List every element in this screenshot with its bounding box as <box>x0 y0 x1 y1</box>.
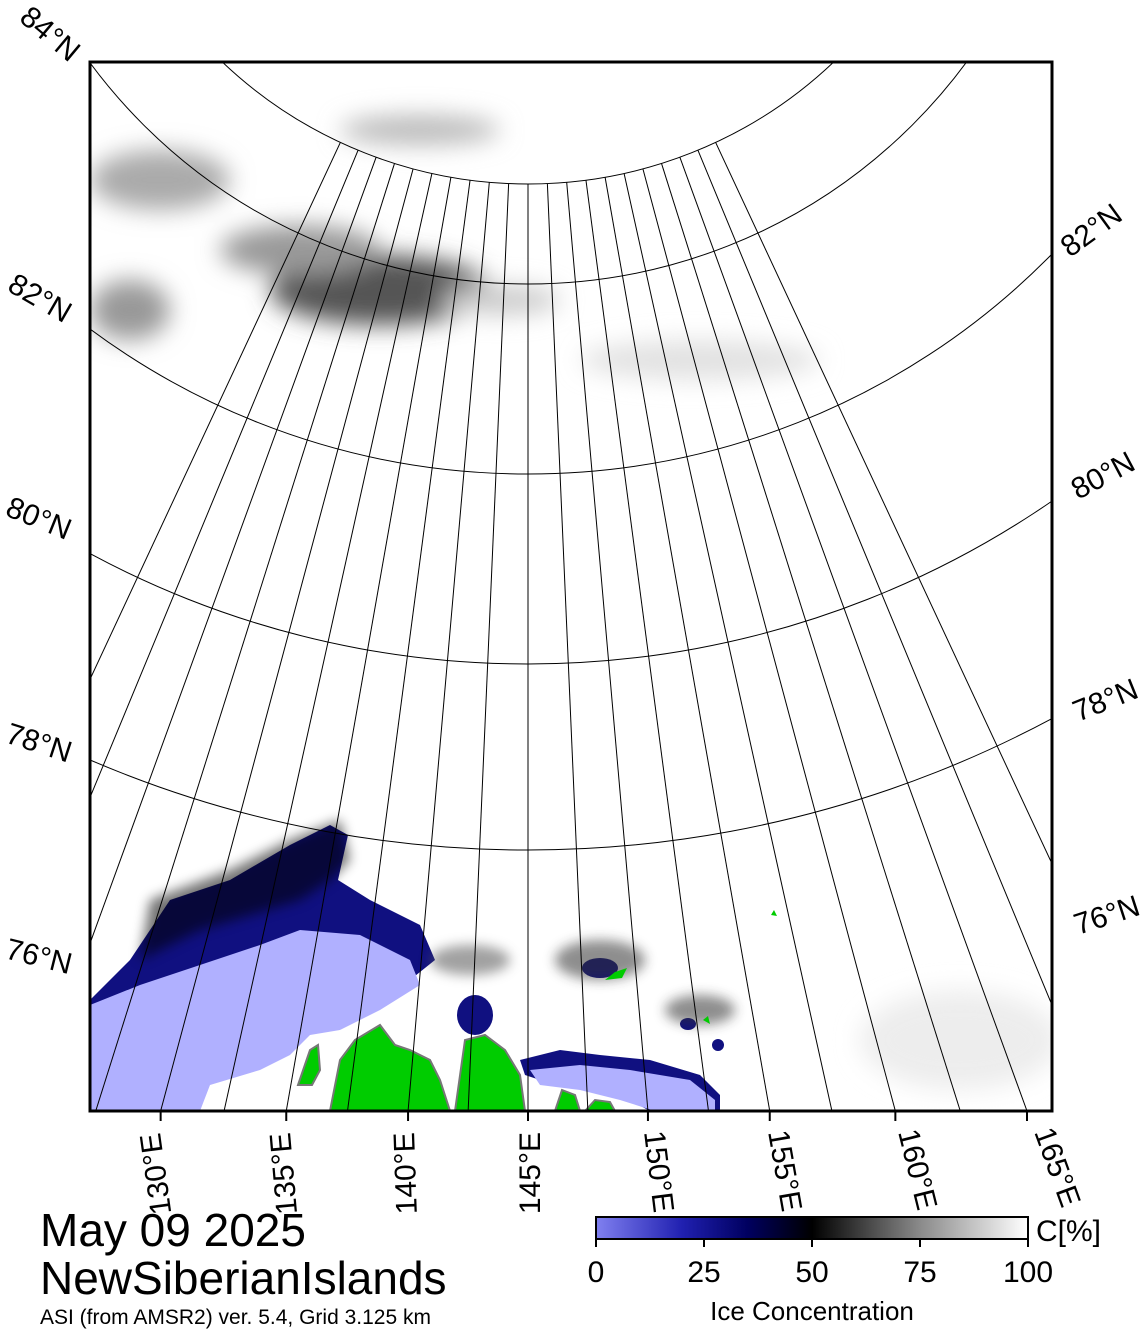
lat-label-78n-right: 78°N <box>1068 673 1143 729</box>
meridian-line <box>223 173 433 1111</box>
colorbar-tick-75: 75 <box>903 1256 936 1289</box>
source-label: ASI (from AMSR2) ver. 5.4, Grid 3.125 km <box>40 1306 431 1329</box>
lon-label-135e: 135°E <box>264 1131 304 1216</box>
colorbar-tick-25: 25 <box>687 1256 720 1289</box>
lon-label-145e: 145°E <box>514 1132 547 1214</box>
lon-labels: 130°E 135°E 140°E 145°E 150°E 155°E 160°… <box>134 1123 1086 1217</box>
meridian-line <box>90 142 341 681</box>
lat-label-76n-left: 76°N <box>2 933 75 981</box>
meridian-line <box>715 142 1052 865</box>
colorbar: 0 25 50 75 100 C[%] Ice Concentration <box>588 1215 1101 1326</box>
meridian-line <box>95 163 395 1111</box>
meridian-line <box>679 157 1028 1111</box>
lon-label-155e: 155°E <box>761 1127 808 1214</box>
lat-label-80n-left: 80°N <box>1 491 76 547</box>
colorbar-tick-100: 100 <box>1003 1256 1053 1289</box>
meridian-line <box>90 150 359 799</box>
lat-label-84n-left: 84°N <box>14 0 87 68</box>
lat-labels-right: 82°N 80°N 78°N 76°N <box>1055 198 1143 942</box>
region-label: NewSiberianIslands <box>40 1252 447 1304</box>
meridian-line <box>285 177 452 1111</box>
meridian-line <box>407 182 490 1111</box>
frame-ticks <box>159 1111 1029 1121</box>
lon-label-160e: 160°E <box>891 1126 943 1214</box>
land-masses <box>200 910 777 1111</box>
lat-labels-left: 84°N 82°N 80°N 78°N 76°N <box>1 0 86 981</box>
meridian-line <box>623 173 833 1111</box>
meridian-line <box>697 150 1052 1007</box>
colorbar-tick-0: 0 <box>588 1256 605 1289</box>
lat-label-80n-right: 80°N <box>1066 446 1141 507</box>
colorbar-unit: C[%] <box>1036 1215 1101 1248</box>
lat-label-78n-left: 78°N <box>2 717 76 769</box>
meridian-line <box>546 183 589 1111</box>
date-label: May 09 2025 <box>40 1204 306 1256</box>
meridian-line <box>90 157 377 945</box>
colorbar-title: Ice Concentration <box>710 1296 914 1326</box>
colorbar-tick-50: 50 <box>795 1256 828 1289</box>
meridians <box>90 142 1052 1111</box>
meridian-line <box>467 183 510 1111</box>
lat-label-82n-left: 82°N <box>3 267 78 329</box>
meridian-line <box>585 180 709 1111</box>
lon-label-165e: 165°E <box>1027 1123 1086 1211</box>
lat-label-82n-right: 82°N <box>1055 198 1129 264</box>
thick-ice-texture <box>90 115 1052 1090</box>
lon-label-150e: 150°E <box>637 1129 680 1214</box>
meridian-line <box>160 168 414 1111</box>
colorbar-ramp <box>595 1216 1029 1240</box>
meridian-line <box>642 168 896 1111</box>
meridian-line <box>604 177 771 1111</box>
map-frame <box>88 60 1054 1113</box>
map-area <box>90 62 1052 1111</box>
lon-label-140e: 140°E <box>388 1132 424 1215</box>
meridian-line <box>347 180 471 1111</box>
lat-label-76n-right: 76°N <box>1070 890 1143 942</box>
meridian-line <box>566 182 649 1111</box>
meridian-line <box>661 163 961 1111</box>
